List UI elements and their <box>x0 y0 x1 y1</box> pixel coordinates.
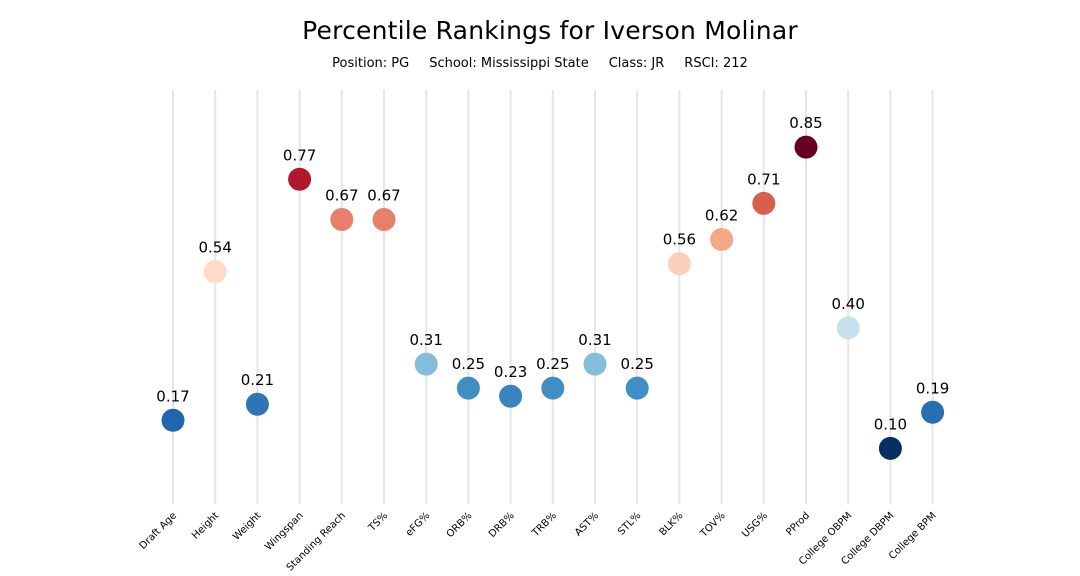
chart-title: Percentile Rankings for Iverson Molinar <box>302 16 798 45</box>
tick-label-wingspan: Wingspan <box>263 510 306 553</box>
value-label-weight: 0.21 <box>241 371 274 389</box>
point-draft-age <box>161 408 185 432</box>
value-label-ts-pct: 0.67 <box>367 186 400 204</box>
data-points <box>161 135 945 460</box>
point-stl-pct <box>625 376 649 400</box>
point-standing-reach <box>330 207 354 231</box>
point-height <box>203 260 227 284</box>
point-weight <box>245 392 269 416</box>
tick-label-weight: Weight <box>231 510 263 542</box>
value-label-college-bpm: 0.19 <box>916 379 949 397</box>
value-labels: 0.17 0.54 0.21 0.77 0.67 0.67 0.31 0.25 0.23 0.25… <box>156 114 949 433</box>
tick-label-usg-pct: USG% <box>740 510 770 540</box>
value-label-ast-pct: 0.31 <box>578 331 611 349</box>
tick-label-drb-pct: DRB% <box>487 510 517 540</box>
position-text: Position: PG <box>332 56 410 71</box>
value-label-height: 0.54 <box>198 239 231 257</box>
point-usg-pct <box>752 191 776 215</box>
tick-label-ts-pct: TS% <box>366 510 390 534</box>
point-wingspan <box>288 167 312 191</box>
point-college-obpm <box>836 316 860 340</box>
value-label-efg-pct: 0.31 <box>409 331 442 349</box>
point-tov-pct <box>710 228 734 252</box>
value-label-stl-pct: 0.25 <box>620 355 653 373</box>
tick-label-stl-pct: STL% <box>616 510 643 537</box>
value-label-draft-age: 0.17 <box>156 387 189 405</box>
tick-label-efg-pct: eFG% <box>404 510 432 538</box>
tick-label-orb-pct: ORB% <box>445 510 475 540</box>
tick-label-tov-pct: TOV% <box>698 510 728 540</box>
value-label-college-obpm: 0.40 <box>831 295 864 313</box>
tick-label-blk-pct: BLK% <box>658 510 686 538</box>
value-label-wingspan: 0.77 <box>283 146 316 164</box>
point-trb-pct <box>541 376 565 400</box>
value-label-standing-reach: 0.67 <box>325 186 358 204</box>
value-label-tov-pct: 0.62 <box>705 207 738 225</box>
value-label-pprod: 0.85 <box>789 114 822 132</box>
school-text: School: Mississippi State <box>429 56 589 71</box>
point-blk-pct <box>667 252 691 276</box>
value-label-blk-pct: 0.56 <box>663 231 696 249</box>
value-label-trb-pct: 0.25 <box>536 355 569 373</box>
rsci-text: RSCI: 212 <box>684 56 748 71</box>
value-label-college-dbpm: 0.10 <box>874 415 907 433</box>
chart-subtitle: Position: PG School: Mississippi State Cla… <box>0 56 1080 71</box>
class-text: Class: JR <box>608 56 665 71</box>
value-label-usg-pct: 0.71 <box>747 170 780 188</box>
point-drb-pct <box>499 384 523 408</box>
point-college-bpm <box>921 400 945 424</box>
value-label-drb-pct: 0.23 <box>494 363 527 381</box>
point-efg-pct <box>414 352 438 376</box>
tick-label-draft-age: Draft Age <box>138 510 180 552</box>
value-label-orb-pct: 0.25 <box>452 355 485 373</box>
point-orb-pct <box>456 376 480 400</box>
tick-label-ast-pct: AST% <box>573 510 601 538</box>
tick-label-height: Height <box>190 510 221 541</box>
point-ast-pct <box>583 352 607 376</box>
point-college-dbpm <box>878 436 902 460</box>
point-ts-pct <box>372 207 396 231</box>
gridlines <box>172 90 934 504</box>
tick-label-trb-pct: TRB% <box>530 510 559 539</box>
point-pprod <box>794 135 818 159</box>
tick-label-pprod: PProd <box>784 510 812 538</box>
